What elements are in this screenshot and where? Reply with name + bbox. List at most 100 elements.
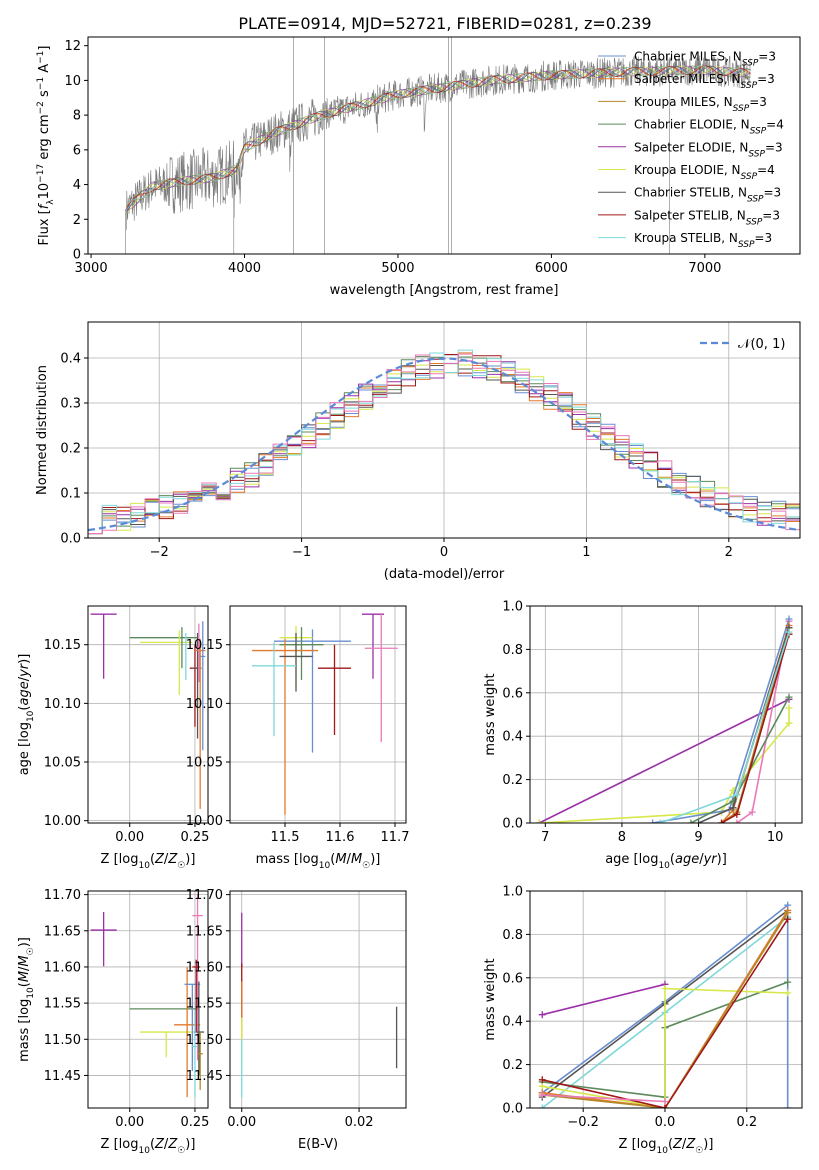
y-tick-label: 10.15 [186, 638, 223, 653]
legend-entry: Chabrier STELIB, NSSP=3 [634, 186, 781, 205]
panel-massweight_vs_Z: −0.2 0.0 0.2 0.0 0.2 0.4 0.6 0.8 1.0 mass weight Z… [483, 885, 803, 1156]
panel-mass_vs_Z: 0.00 0.25 11.45 11.50 11.55 11.60 11.65 11.70 Z … [17, 888, 209, 1156]
y-tick-label: 0.0 [60, 532, 81, 547]
model-spectrum-5 [126, 65, 751, 214]
x-tick-label: 0.00 [115, 830, 144, 845]
mass-weight-marker [748, 808, 756, 816]
errorbar-point [90, 613, 117, 679]
y-tick-label: 11.60 [186, 960, 223, 975]
plot-area [90, 893, 205, 1098]
legend-entry: Salpeter MILES, NSSP=3 [634, 72, 775, 91]
x-tick-label: 0.25 [180, 1115, 209, 1130]
panel-residuals: −2 −1 0 1 2 0.0 0.1 0.2 0.3 0.4 (data-model)/error… [35, 321, 801, 582]
mass-weight-marker [661, 1097, 669, 1105]
x-tick-label: 0.02 [345, 1115, 374, 1130]
legend-entry: Chabrier MILES, NSSP=3 [634, 50, 776, 69]
mass-weight-marker [784, 915, 792, 923]
mass-weight-marker [729, 804, 737, 812]
panel-age_vs_Z: 0.00 0.25 10.00 10.05 10.10 10.15 Z [log10(Z/Z… [17, 605, 209, 871]
y-axis-label: age [log10(age/yr)] [17, 654, 36, 776]
legend-entry: Salpeter STELIB, NSSP=3 [634, 208, 780, 227]
mass-weight-line [542, 918, 789, 1108]
axes-frame [229, 605, 407, 824]
y-tick-label: 10.00 [186, 814, 223, 829]
y-tick-label: 11.65 [186, 924, 223, 939]
x-tick-label: 7000 [688, 261, 721, 276]
y-tick-label: 11.45 [44, 1069, 81, 1084]
errorbar-point [364, 613, 398, 743]
figure-title: PLATE=0914, MJD=52721, FIBERID=0281, z=0… [238, 14, 651, 33]
mass-weight-marker [784, 989, 792, 997]
mass-weight-marker [733, 810, 741, 818]
x-axis-label: Z [log10(Z/Z☉)] [101, 852, 196, 871]
plot-area [88, 349, 800, 535]
mass-weight-marker [538, 1104, 546, 1108]
y-tick-label: 11.45 [186, 1069, 223, 1084]
observed-spectrum [126, 55, 751, 230]
y-tick-label: 11.55 [44, 997, 81, 1012]
x-tick-label: −1 [292, 545, 311, 560]
x-axis-label: wavelength [Angstrom, rest frame] [330, 283, 559, 298]
y-tick-label: 11.70 [186, 888, 223, 903]
y-tick-label: 10.10 [186, 697, 223, 712]
mass-weight-line [538, 698, 790, 823]
mass-weight-marker [538, 1082, 546, 1090]
mass-weight-line [541, 903, 789, 1108]
y-tick-label: 0.8 [502, 928, 523, 943]
axes-frame [229, 890, 407, 1109]
errorbar-point [90, 911, 117, 967]
errorbar-point [184, 983, 201, 1072]
y-tick-label: 0.8 [502, 643, 523, 658]
y-tick-label: 0.3 [60, 397, 81, 412]
x-tick-label: 0 [440, 545, 448, 560]
legend-entry: Kroupa MILES, NSSP=3 [634, 95, 767, 114]
errorbar-point [252, 638, 318, 815]
plot-area [125, 37, 751, 254]
y-tick-label: 0.0 [502, 817, 523, 832]
x-tick-label: 2 [725, 545, 733, 560]
mass-weight-marker [661, 985, 669, 993]
y-tick-label: 0.4 [502, 730, 523, 745]
x-tick-label: 11.7 [381, 830, 410, 845]
y-tick-label: 10.05 [186, 756, 223, 771]
plot-area [252, 613, 398, 815]
x-axis-label: Z [log10(Z/Z☉)] [619, 1137, 714, 1156]
y-tick-label: 10.10 [44, 697, 81, 712]
mass-weight-marker [785, 704, 793, 712]
y-tick-label: 12 [64, 39, 81, 54]
x-tick-label: 5000 [381, 261, 414, 276]
x-tick-label: 7 [541, 830, 549, 845]
y-tick-label: 0.2 [502, 1058, 523, 1073]
x-axis-label: Z [log10(Z/Z☉)] [101, 1137, 196, 1156]
y-tick-label: 0.6 [502, 686, 523, 701]
errorbar-point [197, 1032, 203, 1090]
errorbar-point [140, 1031, 193, 1058]
panel-spectrum: 3000 4000 5000 6000 7000 0 2 4 6 8 10 12 wavelength … [36, 36, 801, 298]
axes-frame [87, 605, 209, 824]
y-tick-label: 11.55 [186, 997, 223, 1012]
x-tick-label: 0.25 [180, 830, 209, 845]
x-tick-label: 9 [694, 830, 702, 845]
y-axis-label: mass [log10(M/M☉)] [17, 937, 36, 1062]
x-tick-label: 0.0 [655, 1115, 676, 1130]
mass-weight-marker [649, 819, 657, 823]
model-spectrum-3 [126, 65, 751, 207]
y-tick-label: 2 [73, 213, 81, 228]
plot-area [90, 613, 206, 809]
y-tick-label: 0.2 [502, 773, 523, 788]
y-tick-label: 6 [73, 143, 81, 158]
x-tick-label: 1 [582, 545, 590, 560]
plot-area [538, 901, 792, 1108]
mass-weight-marker [538, 1091, 546, 1099]
errorbar-point [194, 638, 206, 809]
legend-entry: 𝒩(0, 1) [738, 337, 785, 352]
y-tick-label: 11.65 [44, 924, 81, 939]
x-tick-label: 8 [618, 830, 626, 845]
y-axis-label: Normed distribution [35, 365, 50, 495]
mass-weight-marker [535, 819, 543, 823]
panel-massweight_vs_age: 7 8 9 10 0.0 0.2 0.4 0.6 0.8 1.0 mass weight age [l… [483, 600, 803, 871]
axes-frame [529, 890, 803, 1109]
mass-weight-marker [785, 693, 793, 701]
mass-weight-marker [718, 819, 726, 823]
